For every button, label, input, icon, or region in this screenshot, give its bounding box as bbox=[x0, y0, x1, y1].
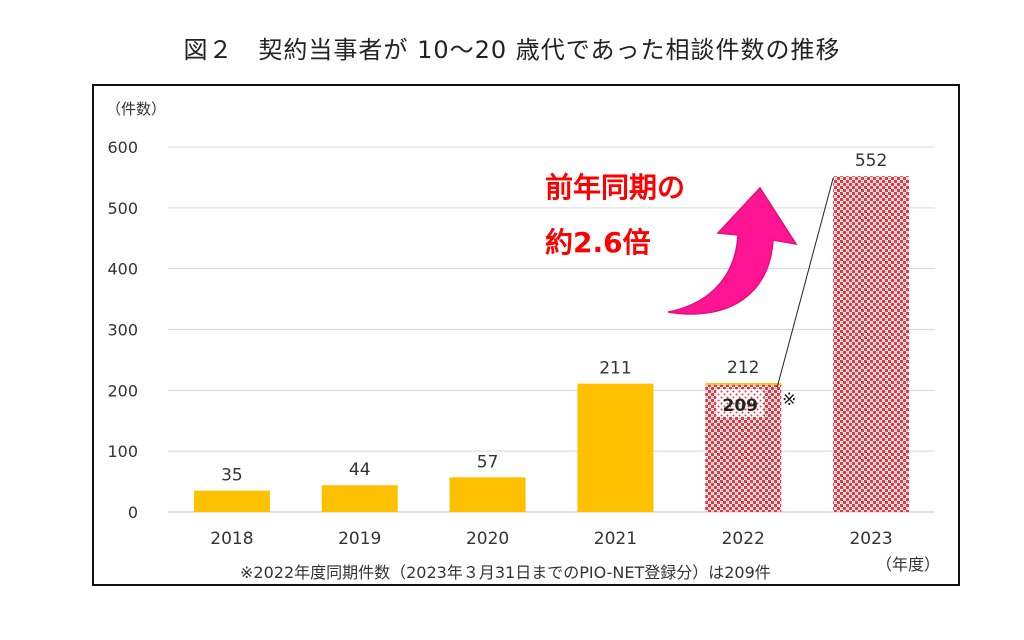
x-tick-label: 2019 bbox=[338, 529, 381, 549]
y-tick-label: 400 bbox=[107, 260, 138, 279]
x-tick-label: 2018 bbox=[210, 529, 253, 549]
bar bbox=[833, 176, 910, 512]
data-label: 35 bbox=[221, 466, 243, 486]
x-tick-label: 2023 bbox=[849, 529, 892, 549]
connector-line bbox=[776, 178, 834, 388]
chart-title: 図２ 契約当事者が 10〜20 歳代であった相談件数の推移 bbox=[183, 36, 841, 64]
bar bbox=[577, 383, 654, 512]
x-tick-label: 2020 bbox=[466, 529, 509, 549]
y-tick-label: 100 bbox=[107, 442, 138, 461]
increase-arrow-icon bbox=[667, 186, 798, 315]
bar bbox=[321, 485, 398, 512]
chart-frame bbox=[92, 84, 960, 586]
x-axis: 2018 2019 2020 2021 2022 2023 （年度） bbox=[210, 529, 940, 574]
inset-mark: ※ bbox=[782, 390, 796, 410]
bar bbox=[449, 477, 526, 512]
bar bbox=[193, 490, 270, 512]
y-axis: 0 100 200 300 400 500 600 （件数） bbox=[106, 100, 166, 522]
x-axis-label: （年度） bbox=[876, 555, 940, 574]
inset-label-box bbox=[716, 389, 765, 417]
y-axis-label: （件数） bbox=[106, 100, 166, 118]
x-tick-label: 2021 bbox=[594, 529, 637, 549]
y-tick-label: 200 bbox=[107, 381, 138, 400]
footnote: ※2022年度同期件数（2023年３月31日までのPIO-NET登録分）は209… bbox=[240, 563, 771, 582]
y-tick-label: 600 bbox=[107, 138, 138, 157]
y-tick-label: 300 bbox=[107, 321, 138, 340]
data-label: 552 bbox=[855, 151, 887, 171]
data-label: 57 bbox=[477, 452, 499, 472]
data-labels: 35 44 57 211 212 552 bbox=[221, 151, 887, 486]
y-tick-label: 0 bbox=[128, 503, 138, 522]
grid-lines bbox=[168, 146, 935, 513]
data-label: 44 bbox=[349, 460, 371, 480]
data-label: 211 bbox=[599, 359, 631, 379]
inset-label: 209 bbox=[723, 396, 759, 416]
callout-line-2: 約2.6倍 bbox=[545, 226, 651, 259]
y-tick-label: 500 bbox=[107, 199, 138, 218]
bars bbox=[193, 176, 910, 512]
callout-line-1: 前年同期の bbox=[545, 171, 685, 204]
data-label: 212 bbox=[727, 358, 759, 378]
x-tick-label: 2022 bbox=[722, 529, 765, 549]
bar bbox=[705, 383, 782, 385]
